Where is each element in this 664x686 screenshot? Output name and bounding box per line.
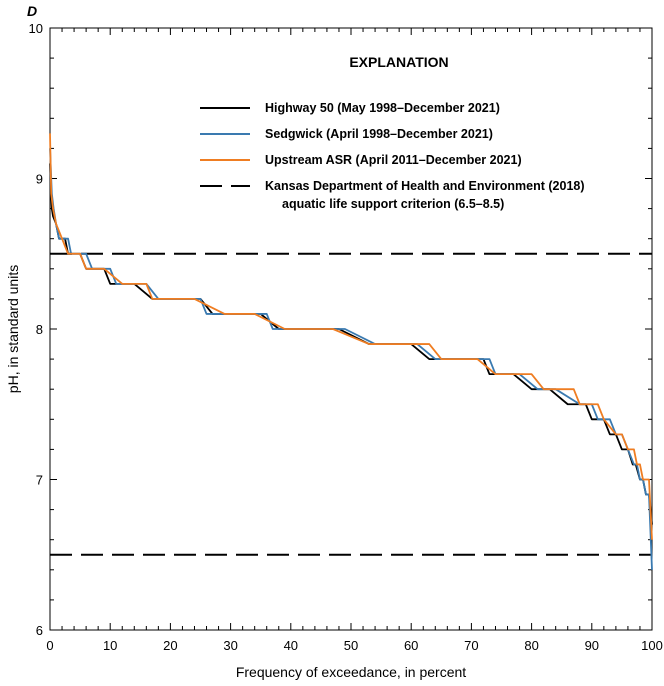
x-tick-label: 80 — [524, 638, 538, 653]
legend-label-highway-50: Highway 50 (May 1998–December 2021) — [265, 101, 500, 115]
panel-label: D — [27, 3, 37, 19]
x-axis-title: Frequency of exceedance, in percent — [236, 664, 466, 680]
x-tick-label: 0 — [46, 638, 53, 653]
legend: EXPLANATION Highway 50 (May 1998–Decembe… — [200, 54, 585, 211]
y-tick-label: 10 — [29, 21, 43, 36]
plot-frame — [49, 27, 653, 631]
legend-label-kdhe-criterion: Kansas Department of Health and Environm… — [265, 179, 585, 193]
x-tick-label: 20 — [163, 638, 177, 653]
y-tick-label: 9 — [36, 172, 43, 187]
x-tick-label: 40 — [284, 638, 298, 653]
y-tick-label: 8 — [36, 322, 43, 337]
y-tick-label: 6 — [36, 623, 43, 638]
legend-label-sedgwick: Sedgwick (April 1998–December 2021) — [265, 127, 493, 141]
x-tick-label: 100 — [641, 638, 663, 653]
x-axis: 0 10 20 30 40 50 60 70 80 90 100 — [46, 28, 663, 653]
x-tick-label: 70 — [464, 638, 478, 653]
legend-label-kdhe-criterion-line2: aquatic life support criterion (6.5–8.5) — [282, 197, 504, 211]
x-tick-label: 50 — [344, 638, 358, 653]
x-tick-label: 10 — [103, 638, 117, 653]
series-line-0 — [49, 163, 653, 525]
legend-title: EXPLANATION — [349, 54, 448, 70]
y-axis-title: pH, in standard units — [5, 265, 21, 393]
legend-label-upstream-asr: Upstream ASR (April 2011–December 2021) — [265, 153, 522, 167]
x-tick-label: 90 — [585, 638, 599, 653]
criterion-lines — [50, 252, 652, 556]
x-tick-label: 30 — [223, 638, 237, 653]
series-line-2 — [49, 133, 653, 540]
x-tick-label: 60 — [404, 638, 418, 653]
series-line-1 — [49, 148, 653, 570]
y-tick-label: 7 — [36, 473, 43, 488]
series-lines — [49, 133, 653, 570]
